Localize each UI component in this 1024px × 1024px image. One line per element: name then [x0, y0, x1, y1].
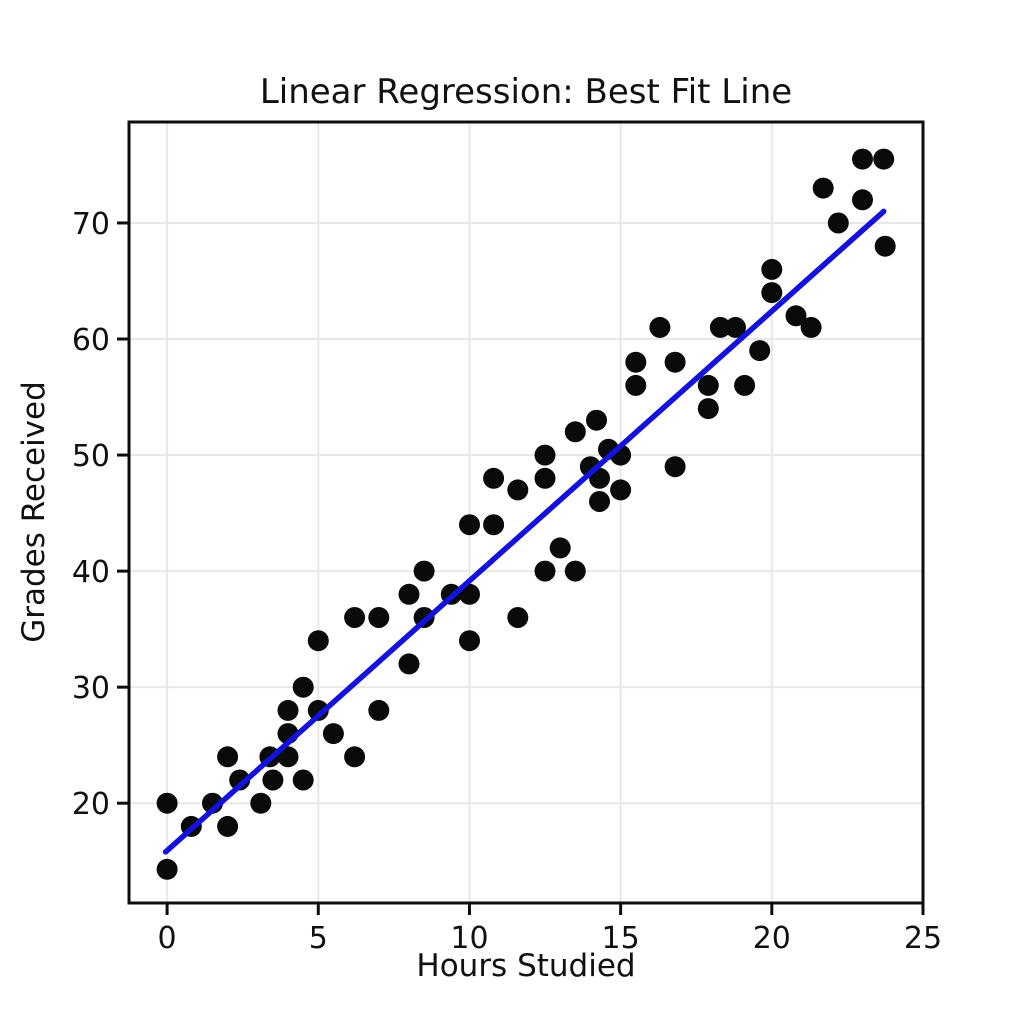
- data-point: [734, 374, 756, 396]
- data-point: [483, 514, 505, 536]
- data-point: [507, 607, 529, 628]
- data-point: [262, 769, 284, 791]
- y-tick-label: 50: [72, 439, 110, 474]
- data-point: [852, 148, 873, 170]
- data-point: [156, 858, 178, 880]
- y-tick-label: 40: [72, 555, 110, 590]
- chart-title: Linear Regression: Best Fit Line: [259, 72, 793, 112]
- data-point: [534, 467, 556, 489]
- data-point: [649, 316, 671, 338]
- data-point: [344, 607, 366, 628]
- data-point: [697, 374, 719, 396]
- data-point: [586, 409, 607, 431]
- data-point: [564, 560, 586, 582]
- data-point: [725, 316, 746, 338]
- data-point: [307, 630, 329, 652]
- y-tick-label: 60: [72, 323, 110, 358]
- data-point: [217, 815, 239, 837]
- best-fit-line: [162, 208, 887, 855]
- x-tick-label: 10: [450, 921, 488, 956]
- data-point: [664, 351, 686, 373]
- y-axis-label: Grades Received: [16, 381, 52, 643]
- data-point: [368, 699, 390, 721]
- data-point: [697, 398, 719, 420]
- data-point: [549, 537, 571, 559]
- data-point: [534, 444, 556, 466]
- data-point: [507, 479, 529, 501]
- y-tick-label: 20: [72, 787, 110, 822]
- data-point: [827, 212, 849, 234]
- data-point: [292, 676, 314, 698]
- data-point: [292, 769, 314, 791]
- y-tick-label: 70: [72, 207, 110, 242]
- data-point: [709, 316, 731, 338]
- data-point: [368, 607, 390, 628]
- data-point: [307, 699, 329, 721]
- data-point: [277, 746, 299, 768]
- data-point: [589, 491, 610, 512]
- data-point: [761, 258, 783, 280]
- y-tick-label: 30: [72, 671, 110, 706]
- data-point: [785, 305, 807, 327]
- data-point: [322, 723, 344, 745]
- data-point: [229, 769, 251, 791]
- data-point: [413, 560, 435, 582]
- data-point: [250, 792, 272, 814]
- data-point: [398, 583, 420, 605]
- axes-frame: [127, 120, 925, 905]
- data-point: [217, 746, 239, 768]
- data-point: [564, 421, 586, 443]
- data-point: [398, 653, 420, 675]
- data-point: [344, 746, 366, 768]
- data-point: [800, 316, 822, 338]
- data-point: [761, 282, 783, 304]
- x-tick-label: 20: [753, 921, 791, 956]
- x-tick-label: 5: [309, 921, 328, 956]
- data-point: [625, 374, 647, 396]
- data-point: [749, 340, 771, 362]
- data-point: [610, 479, 632, 501]
- data-point: [459, 630, 480, 652]
- x-axis-label: Hours Studied: [416, 948, 636, 984]
- data-point: [874, 235, 896, 257]
- data-point: [625, 351, 647, 373]
- data-point: [156, 792, 178, 814]
- data-point: [812, 177, 834, 199]
- data-point: [459, 514, 480, 536]
- data-point: [873, 148, 895, 170]
- data-point: [534, 560, 556, 582]
- data-point: [483, 467, 505, 489]
- x-tick-label: 15: [602, 921, 640, 956]
- data-point: [664, 456, 686, 478]
- data-point: [852, 189, 873, 211]
- x-tick-label: 0: [158, 921, 177, 956]
- x-tick-label: 25: [904, 921, 942, 956]
- data-point: [277, 699, 299, 721]
